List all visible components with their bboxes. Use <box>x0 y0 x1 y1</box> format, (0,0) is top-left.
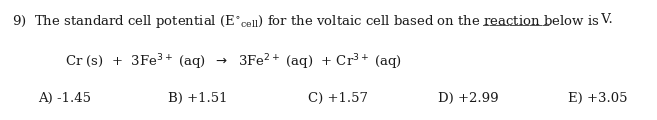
Text: B) +1.51: B) +1.51 <box>168 92 227 105</box>
Text: A) -1.45: A) -1.45 <box>38 92 91 105</box>
Text: __________: __________ <box>483 13 549 26</box>
Text: E) +3.05: E) +3.05 <box>568 92 627 105</box>
Text: Cr (s)  +  3Fe$^{3+}$ (aq)  $\rightarrow$  3Fe$^{2+}$ (aq)  + Cr$^{3+}$ (aq): Cr (s) + 3Fe$^{3+}$ (aq) $\rightarrow$ 3… <box>65 52 402 72</box>
Text: 9)  The standard cell potential (E$^{\circ}$$_{\mathregular{cell}}$) for the vol: 9) The standard cell potential (E$^{\cir… <box>12 13 600 30</box>
Text: D) +2.99: D) +2.99 <box>438 92 499 105</box>
Text: C) +1.57: C) +1.57 <box>308 92 368 105</box>
Text: V.: V. <box>597 13 613 26</box>
